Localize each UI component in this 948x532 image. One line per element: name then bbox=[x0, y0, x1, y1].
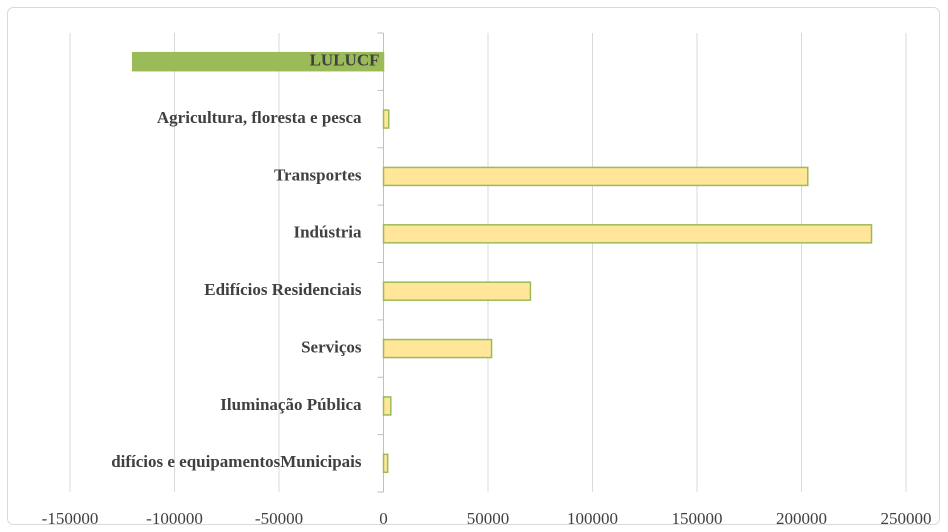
bar bbox=[382, 109, 390, 129]
bar bbox=[131, 51, 385, 72]
y-tick-label: difícios e equipamentosMunicipais bbox=[111, 452, 362, 471]
x-tick-label: 200000 bbox=[776, 509, 827, 528]
x-tick-label: -150000 bbox=[42, 509, 99, 528]
bar bbox=[382, 396, 392, 416]
y-tick-label: Serviços bbox=[301, 337, 362, 356]
x-tick-label: 100000 bbox=[567, 509, 618, 528]
bar bbox=[382, 281, 532, 301]
chart-border bbox=[7, 7, 940, 525]
x-tick-label: -50000 bbox=[255, 509, 303, 528]
y-tick-label: Transportes bbox=[274, 165, 362, 184]
y-tick-label: Iluminação Pública bbox=[220, 395, 362, 414]
y-tick-label: LULUCF bbox=[310, 51, 380, 70]
y-tick-label: Agricultura, floresta e pesca bbox=[157, 108, 362, 127]
bar bbox=[382, 224, 873, 244]
x-tick-label: 150000 bbox=[672, 509, 723, 528]
bar bbox=[382, 338, 493, 359]
x-tick-label: 250000 bbox=[881, 509, 932, 528]
x-tick-label: 0 bbox=[379, 509, 388, 528]
bar bbox=[382, 166, 809, 187]
x-tick-label: -100000 bbox=[146, 509, 203, 528]
y-tick-label: Indústria bbox=[293, 223, 362, 242]
x-tick-label: 50000 bbox=[467, 509, 510, 528]
bar bbox=[382, 453, 389, 474]
y-tick-label: Edifícios Residenciais bbox=[204, 280, 362, 299]
